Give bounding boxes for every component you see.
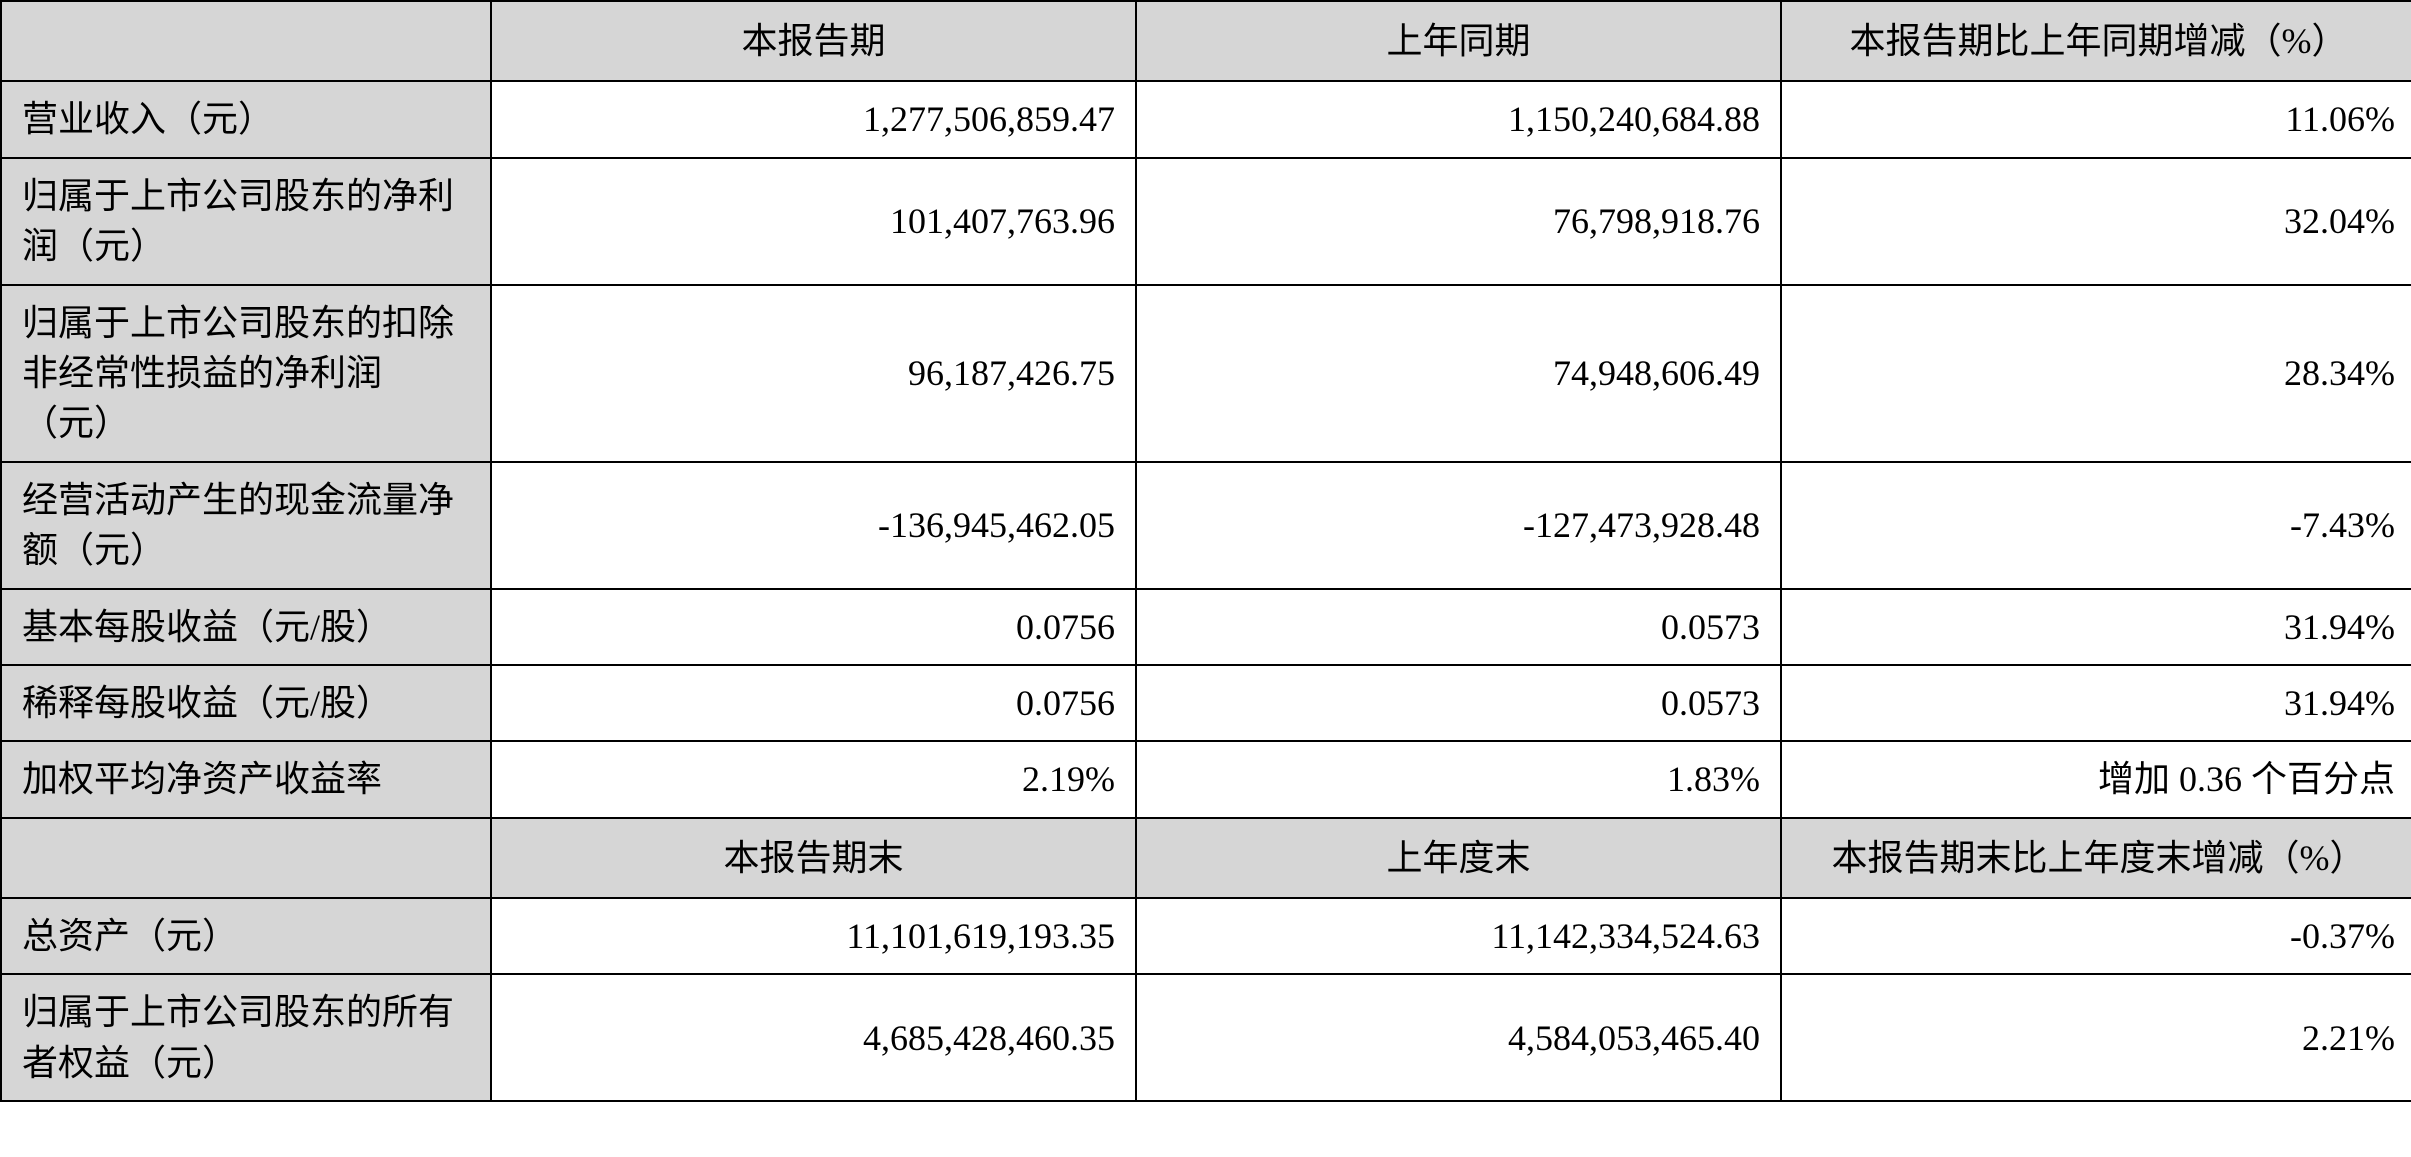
row-value: 11.06% — [1781, 81, 2411, 157]
row-value: 1,150,240,684.88 — [1136, 81, 1781, 157]
header2-c2: 本报告期末 — [491, 818, 1136, 898]
row-value: 1.83% — [1136, 741, 1781, 817]
header1-c4: 本报告期比上年同期增减（%） — [1781, 1, 2411, 81]
row-value: 11,101,619,193.35 — [491, 898, 1136, 974]
row-value: 0.0756 — [491, 589, 1136, 665]
row-label: 稀释每股收益（元/股） — [1, 665, 491, 741]
row-value: 0.0756 — [491, 665, 1136, 741]
row-value: 增加 0.36 个百分点 — [1781, 741, 2411, 817]
row-label: 营业收入（元） — [1, 81, 491, 157]
row-value: 32.04% — [1781, 158, 2411, 285]
row-label: 归属于上市公司股东的扣除非经常性损益的净利润（元） — [1, 285, 491, 462]
header2-c3: 上年度末 — [1136, 818, 1781, 898]
row-value: -127,473,928.48 — [1136, 462, 1781, 589]
row-value: 101,407,763.96 — [491, 158, 1136, 285]
row-value: 31.94% — [1781, 665, 2411, 741]
header1-c3: 上年同期 — [1136, 1, 1781, 81]
header2-c1 — [1, 818, 491, 898]
row-value: 96,187,426.75 — [491, 285, 1136, 462]
row-value: -136,945,462.05 — [491, 462, 1136, 589]
row-label: 总资产（元） — [1, 898, 491, 974]
row-label: 归属于上市公司股东的所有者权益（元） — [1, 974, 491, 1101]
row-value: -0.37% — [1781, 898, 2411, 974]
row-value: 4,685,428,460.35 — [491, 974, 1136, 1101]
table-row: 归属于上市公司股东的扣除非经常性损益的净利润（元） 96,187,426.75 … — [1, 285, 2411, 462]
row-value: -7.43% — [1781, 462, 2411, 589]
table-row: 基本每股收益（元/股） 0.0756 0.0573 31.94% — [1, 589, 2411, 665]
table-row: 总资产（元） 11,101,619,193.35 11,142,334,524.… — [1, 898, 2411, 974]
financial-table: 本报告期 上年同期 本报告期比上年同期增减（%） 营业收入（元） 1,277,5… — [0, 0, 2411, 1102]
header1-c2: 本报告期 — [491, 1, 1136, 81]
row-value: 31.94% — [1781, 589, 2411, 665]
table-row: 经营活动产生的现金流量净额（元） -136,945,462.05 -127,47… — [1, 462, 2411, 589]
table-row: 归属于上市公司股东的净利润（元） 101,407,763.96 76,798,9… — [1, 158, 2411, 285]
header2-c4: 本报告期末比上年度末增减（%） — [1781, 818, 2411, 898]
row-value: 74,948,606.49 — [1136, 285, 1781, 462]
row-value: 2.19% — [491, 741, 1136, 817]
table-header-2: 本报告期末 上年度末 本报告期末比上年度末增减（%） — [1, 818, 2411, 898]
table-row: 加权平均净资产收益率 2.19% 1.83% 增加 0.36 个百分点 — [1, 741, 2411, 817]
row-value: 4,584,053,465.40 — [1136, 974, 1781, 1101]
row-label: 基本每股收益（元/股） — [1, 589, 491, 665]
row-label: 归属于上市公司股东的净利润（元） — [1, 158, 491, 285]
row-value: 0.0573 — [1136, 665, 1781, 741]
row-label: 经营活动产生的现金流量净额（元） — [1, 462, 491, 589]
row-value: 2.21% — [1781, 974, 2411, 1101]
table-row: 归属于上市公司股东的所有者权益（元） 4,685,428,460.35 4,58… — [1, 974, 2411, 1101]
row-value: 0.0573 — [1136, 589, 1781, 665]
row-value: 76,798,918.76 — [1136, 158, 1781, 285]
row-value: 11,142,334,524.63 — [1136, 898, 1781, 974]
table-row: 营业收入（元） 1,277,506,859.47 1,150,240,684.8… — [1, 81, 2411, 157]
row-label: 加权平均净资产收益率 — [1, 741, 491, 817]
row-value: 1,277,506,859.47 — [491, 81, 1136, 157]
row-value: 28.34% — [1781, 285, 2411, 462]
header1-c1 — [1, 1, 491, 81]
table-header-1: 本报告期 上年同期 本报告期比上年同期增减（%） — [1, 1, 2411, 81]
table-row: 稀释每股收益（元/股） 0.0756 0.0573 31.94% — [1, 665, 2411, 741]
